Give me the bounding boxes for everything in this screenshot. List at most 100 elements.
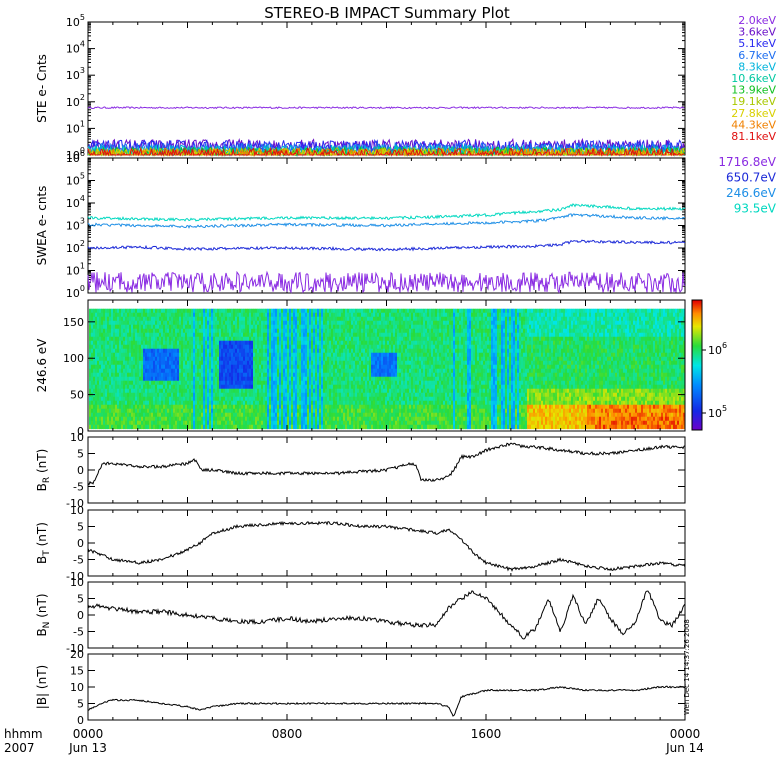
heatmap-cell xyxy=(101,316,104,322)
heatmap-cell xyxy=(319,352,322,358)
heatmap-cell xyxy=(219,356,222,362)
heatmap-cell xyxy=(193,416,196,422)
heatmap-cell xyxy=(139,380,142,386)
heatmap-cell xyxy=(393,324,396,330)
heatmap-cell xyxy=(305,320,308,326)
heatmap-cell xyxy=(381,332,384,338)
heatmap-cell xyxy=(183,332,186,338)
heatmap-cell xyxy=(373,364,376,370)
heatmap-cell xyxy=(107,328,110,334)
heatmap-cell xyxy=(131,324,134,330)
heatmap-cell xyxy=(215,332,218,338)
heatmap-cell xyxy=(197,332,200,338)
heatmap-cell xyxy=(385,416,388,422)
heatmap-cell xyxy=(211,364,214,370)
heatmap-cell xyxy=(203,320,206,326)
heatmap-cell xyxy=(91,320,94,326)
heatmap-cell xyxy=(189,320,192,326)
heatmap-cell xyxy=(241,344,244,350)
heatmap-cell xyxy=(195,340,198,346)
heatmap-cell xyxy=(127,424,130,430)
heatmap-cell xyxy=(375,360,378,366)
heatmap-cell xyxy=(257,424,260,430)
heatmap-cell xyxy=(299,312,302,318)
heatmap-cell xyxy=(331,380,334,386)
heatmap-cell xyxy=(381,344,384,350)
heatmap-cell xyxy=(133,332,136,338)
heatmap-cell xyxy=(361,324,364,330)
heatmap-cell xyxy=(149,360,152,366)
heatmap-cell xyxy=(387,380,390,386)
heatmap-cell xyxy=(221,404,224,410)
heatmap-cell xyxy=(185,380,188,386)
heatmap-cell xyxy=(355,420,358,426)
heatmap-cell xyxy=(367,336,370,342)
heatmap-cell xyxy=(379,416,382,422)
heatmap-cell xyxy=(245,416,248,422)
heatmap-cell xyxy=(181,412,184,418)
heatmap-cell xyxy=(207,368,210,374)
heatmap-cell xyxy=(171,412,174,418)
heatmap-cell xyxy=(131,340,134,346)
heatmap-cell xyxy=(205,420,208,426)
heatmap-cell xyxy=(195,388,198,394)
heatmap-cell xyxy=(351,356,354,362)
heatmap-cell xyxy=(213,404,216,410)
heatmap-cell xyxy=(203,316,206,322)
heatmap-cell xyxy=(101,328,104,334)
heatmap-cell xyxy=(331,312,334,318)
heatmap-cell xyxy=(233,356,236,362)
heatmap-cell xyxy=(389,400,392,406)
heatmap-cell xyxy=(249,404,252,410)
heatmap-cell xyxy=(393,332,396,338)
heatmap-cell xyxy=(151,360,154,366)
heatmap-cell xyxy=(289,320,292,326)
heatmap-cell xyxy=(107,388,110,394)
heatmap-cell xyxy=(377,384,380,390)
heatmap-cell xyxy=(395,324,398,330)
heatmap-cell xyxy=(267,400,270,406)
heatmap-cell xyxy=(101,340,104,346)
heatmap-cell xyxy=(111,396,114,402)
heatmap-cell xyxy=(145,376,148,382)
heatmap-cell xyxy=(157,316,160,322)
heatmap-cell xyxy=(171,368,174,374)
heatmap-cell xyxy=(285,340,288,346)
heatmap-cell xyxy=(275,368,278,374)
heatmap-cell xyxy=(379,320,382,326)
heatmap-cell xyxy=(249,412,252,418)
heatmap-cell xyxy=(269,336,272,342)
heatmap-cell xyxy=(177,424,180,430)
heatmap-cell xyxy=(355,416,358,422)
heatmap-cell xyxy=(113,424,116,430)
heatmap-cell xyxy=(167,352,170,358)
heatmap-cell xyxy=(133,348,136,354)
heatmap-cell xyxy=(245,324,248,330)
heatmap-cell xyxy=(129,356,132,362)
heatmap-cell xyxy=(299,348,302,354)
heatmap-cell xyxy=(205,360,208,366)
heatmap-cell xyxy=(381,420,384,426)
heatmap-cell xyxy=(297,312,300,318)
heatmap-cell xyxy=(157,360,160,366)
heatmap-cell xyxy=(279,332,282,338)
heatmap-cell xyxy=(237,340,240,346)
heatmap-cell xyxy=(109,392,112,398)
heatmap-cell xyxy=(335,380,338,386)
heatmap-cell xyxy=(343,384,346,390)
heatmap-cell xyxy=(139,352,142,358)
heatmap-cell xyxy=(157,320,160,326)
heatmap-cell xyxy=(357,328,360,334)
heatmap-cell xyxy=(375,324,378,330)
heatmap-cell xyxy=(311,388,314,394)
heatmap-cell xyxy=(309,364,312,370)
heatmap-cell xyxy=(303,412,306,418)
heatmap-cell xyxy=(397,340,400,346)
heatmap-cell xyxy=(113,352,116,358)
heatmap-cell xyxy=(225,368,228,374)
heatmap-cell xyxy=(193,376,196,382)
heatmap-cell xyxy=(283,348,286,354)
heatmap-cell xyxy=(183,308,186,314)
heatmap-cell xyxy=(301,320,304,326)
heatmap-cell xyxy=(231,416,234,422)
